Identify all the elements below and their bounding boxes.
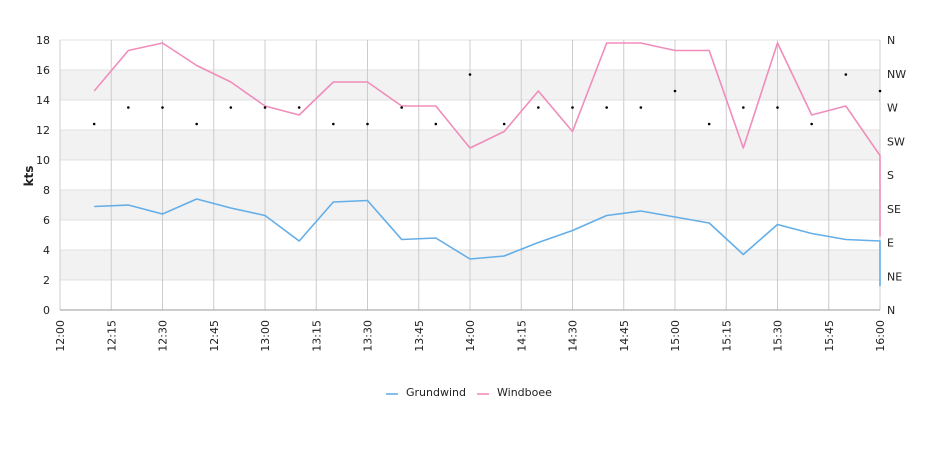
- y2-tick-label: E: [887, 237, 894, 250]
- direction-dot: [127, 106, 130, 109]
- y2-tick-label: N: [887, 304, 895, 317]
- x-tick-label: 16:00: [874, 320, 887, 352]
- series-lines: [93, 42, 881, 286]
- y2-axis-ticks: N NE E SE S SW W NW N: [887, 34, 906, 317]
- direction-dot: [844, 73, 848, 76]
- direction-dot: [366, 122, 369, 126]
- y2-tick-label: S: [887, 169, 894, 182]
- direction-dot: [434, 122, 438, 126]
- y2-tick-label: SW: [887, 135, 905, 148]
- direction-dot: [639, 106, 643, 109]
- direction-dot: [468, 73, 472, 76]
- y-tick-label: 16: [36, 64, 50, 77]
- direction-dot: [332, 122, 335, 126]
- x-tick-label: 12:00: [54, 320, 67, 352]
- y2-tick-label: NE: [887, 270, 902, 283]
- series-line-grundwind: [94, 198, 881, 286]
- x-tick-label: 13:30: [362, 320, 375, 352]
- direction-dot: [707, 122, 711, 126]
- x-axis-ticks: 12:00 12:15 12:30 12:45 13:00 13:15 13:30 13:45…: [54, 320, 887, 352]
- x-tick-label: 15:15: [720, 320, 733, 352]
- y-axis-title: kts: [22, 166, 36, 187]
- direction-dot: [537, 106, 540, 109]
- y-axis-ticks: 0 2 4 6 8 10 12 14 16 18: [36, 34, 50, 317]
- y-tick-label: 8: [43, 184, 50, 197]
- direction-dot: [810, 122, 813, 126]
- legend-label-windboee[interactable]: Windboee: [497, 386, 552, 399]
- direction-dot: [229, 106, 233, 109]
- direction-dot: [263, 106, 267, 109]
- y-tick-label: 6: [43, 214, 50, 227]
- direction-dot: [776, 106, 779, 109]
- y2-tick-label: N: [887, 34, 895, 47]
- x-tick-label: 13:00: [259, 320, 272, 352]
- series-line-windboee: [93, 42, 881, 237]
- y2-tick-label: NW: [887, 68, 906, 81]
- y-tick-label: 18: [36, 34, 50, 47]
- x-tick-label: 15:00: [669, 320, 682, 352]
- x-tick-label: 15:30: [772, 320, 785, 352]
- x-tick-label: 14:15: [515, 320, 528, 352]
- x-tick-label: 12:15: [105, 320, 118, 352]
- x-tick-label: 14:00: [464, 320, 477, 352]
- y-tick-label: 4: [43, 244, 50, 257]
- x-tick-label: 13:15: [310, 320, 323, 352]
- y-tick-label: 0: [43, 304, 50, 317]
- x-tick-label: 12:30: [157, 320, 170, 352]
- direction-dot: [195, 122, 198, 126]
- direction-dot: [673, 89, 677, 93]
- x-tick-label: 14:45: [618, 320, 631, 352]
- x-tick-label: 15:45: [823, 320, 836, 352]
- legend[interactable]: Grundwind Windboee: [386, 386, 552, 399]
- y2-tick-label: W: [887, 102, 898, 115]
- direction-dot: [92, 122, 96, 126]
- y-tick-label: 14: [36, 94, 50, 107]
- legend-label-grundwind[interactable]: Grundwind: [406, 386, 466, 399]
- x-tick-label: 12:45: [208, 320, 221, 352]
- direction-dot: [502, 122, 506, 126]
- direction-dot: [400, 106, 403, 109]
- direction-dot: [742, 106, 745, 109]
- direction-dot: [605, 106, 608, 109]
- direction-dot: [297, 106, 301, 109]
- y-tick-label: 2: [43, 274, 50, 287]
- y-tick-label: 12: [36, 124, 50, 137]
- y-tick-label: 10: [36, 154, 50, 167]
- direction-dot: [161, 106, 164, 109]
- direction-dot: [571, 106, 574, 109]
- x-tick-label: 13:45: [413, 320, 426, 352]
- y2-tick-label: SE: [887, 203, 901, 216]
- x-tick-label: 14:30: [567, 320, 580, 352]
- direction-dot: [878, 89, 882, 93]
- direction-dots: [92, 73, 882, 126]
